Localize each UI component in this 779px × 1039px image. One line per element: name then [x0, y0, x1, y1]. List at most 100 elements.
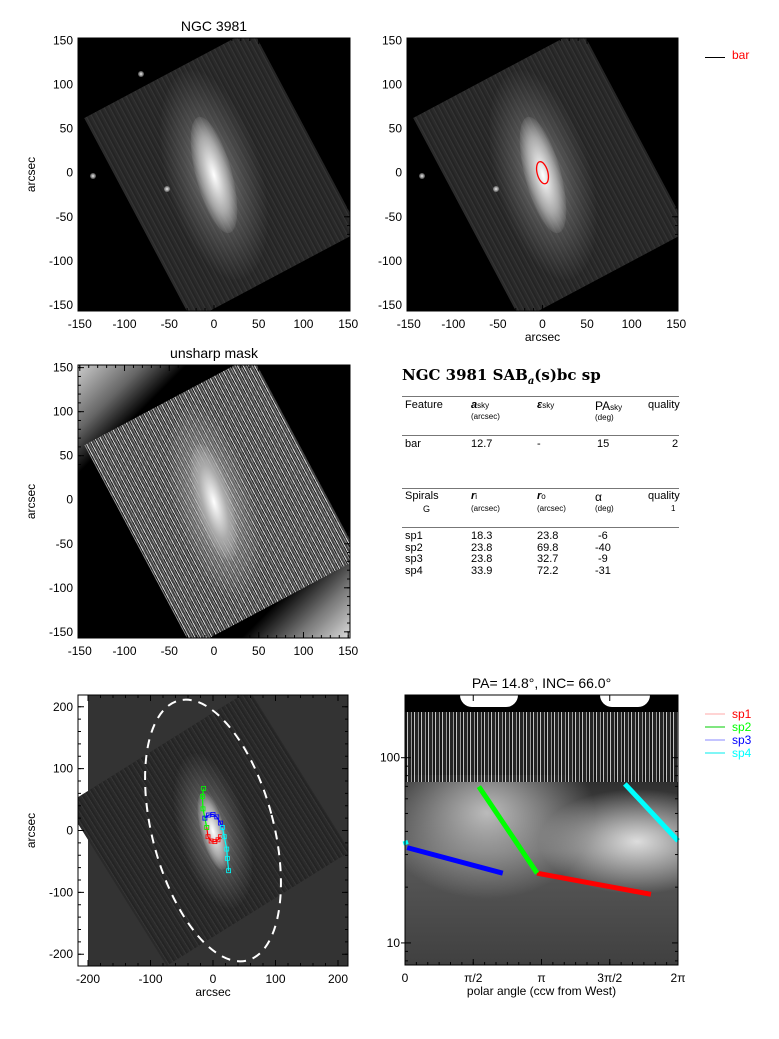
x-tick-label: -150 — [68, 317, 92, 331]
cell-a: 12.7 — [471, 438, 493, 450]
plot-frame — [77, 694, 349, 967]
x-tick-label: 0 — [211, 644, 218, 658]
cell-ri: 23.8 — [471, 553, 493, 565]
x-tick-label: 150 — [338, 317, 358, 331]
trace-point — [201, 786, 207, 791]
plot-frame — [406, 37, 679, 312]
x-tick-label: 50 — [252, 317, 266, 331]
y-tick-label: -50 — [56, 210, 74, 224]
polar-map-smooth — [405, 775, 678, 965]
y-tick-label: 100 — [380, 751, 400, 765]
legend-label-sp2: sp2 — [732, 720, 752, 734]
trace-point — [205, 834, 211, 840]
x-tick-label: π/2 — [464, 971, 483, 985]
y-tick-label: -100 — [378, 254, 402, 268]
y-tick-label: 100 — [382, 78, 402, 92]
star — [90, 173, 96, 179]
trace-point — [221, 834, 227, 840]
x-tick-label: 3π/2 — [597, 971, 622, 985]
y-tick-label: 0 — [395, 166, 402, 180]
x-tick-label: -50 — [489, 317, 507, 331]
trace-point — [215, 837, 221, 843]
y-tick-label: 150 — [53, 34, 73, 48]
header-quality-value: 1 — [671, 504, 676, 513]
cell-name: sp3 — [405, 553, 423, 565]
star — [419, 173, 425, 179]
cell-pa: 15 — [597, 438, 610, 450]
y-tick-label: 100 — [53, 405, 73, 419]
cell-ro: 32.7 — [537, 553, 559, 565]
x-axis-label: arcsec — [195, 985, 230, 999]
spiral-trace-sp4 — [221, 827, 230, 871]
x-tick-label: -150 — [397, 317, 421, 331]
table-row: sp1 18.3 23.8 -6 — [405, 530, 685, 543]
trace-point — [224, 846, 230, 852]
header-ri: ri — [471, 490, 478, 502]
header-feature: Feature — [405, 399, 443, 411]
table-title: NGC 3981 SABa(s)bc sp — [402, 366, 601, 387]
y-tick-label: 100 — [53, 762, 73, 776]
spiral-trace-sp2 — [201, 788, 208, 828]
trace-point — [219, 825, 225, 830]
spiral-fit-sp1 — [536, 870, 652, 897]
y-axis-label: arcsec — [24, 813, 38, 848]
unsharp-mask-panel — [78, 365, 350, 638]
plot-frame — [404, 694, 679, 966]
cell-eps: - — [537, 438, 541, 450]
header-quality: quality — [648, 399, 680, 411]
x-tick-label: -50 — [161, 317, 179, 331]
cell-ro: 23.8 — [537, 530, 559, 542]
legend-label-sp1: sp1 — [732, 707, 752, 721]
cell-name: sp1 — [405, 530, 423, 542]
x-tick-label: 50 — [580, 317, 594, 331]
header-ro-unit: (arcsec) — [537, 504, 566, 513]
divider — [402, 396, 679, 397]
x-tick-label: -100 — [113, 317, 137, 331]
x-tick-label: 100 — [293, 317, 313, 331]
bar-ellipse — [535, 161, 550, 185]
header-quality: quality — [648, 490, 680, 502]
x-tick-label: 0 — [402, 971, 409, 985]
cell-alpha: -6 — [598, 530, 608, 542]
x-tick-label: 100 — [622, 317, 642, 331]
y-tick-label: -150 — [49, 625, 73, 639]
header-eps: εsky — [537, 399, 555, 411]
cell-name: sp2 — [405, 541, 423, 554]
header-a-unit: (arcsec) — [471, 412, 500, 421]
trace-point — [210, 812, 216, 817]
cell-ri: 18.3 — [471, 530, 493, 542]
star — [138, 71, 144, 77]
x-tick-label: 50 — [252, 644, 266, 658]
y-tick-label: -50 — [56, 537, 74, 551]
header-spirals: Spirals — [405, 490, 439, 502]
header-spirals-g: G — [423, 504, 431, 514]
trace-point — [204, 825, 210, 830]
y-tick-label: 100 — [53, 78, 73, 92]
y-tick-label: 150 — [382, 34, 402, 48]
polar-map-cutout — [460, 695, 518, 707]
x-tick-label: 0 — [211, 317, 218, 331]
x-tick-label: 150 — [666, 317, 686, 331]
y-tick-label: -150 — [49, 298, 73, 312]
divider — [402, 488, 679, 489]
galaxy-image-panel — [78, 38, 350, 311]
y-tick-label: 0 — [66, 166, 73, 180]
header-a: asky — [471, 399, 490, 411]
x-tick-label: 0 — [539, 317, 546, 331]
y-tick-label: -150 — [378, 298, 402, 312]
header-pa: PAsky — [595, 399, 623, 413]
polar-map-cutout — [600, 695, 650, 707]
cell-alpha: -31 — [595, 564, 611, 577]
spiral-fit-sp3 — [406, 845, 504, 876]
cell-ro: 72.2 — [537, 564, 559, 577]
y-axis-label: arcsec — [24, 157, 38, 192]
y-tick-label: 200 — [53, 700, 73, 714]
x-tick-label: π — [537, 971, 545, 985]
panel-title: unsharp mask — [170, 345, 259, 361]
spiral-table-header: Spirals G ri (arcsec) ro (arcsec) α (deg… — [405, 490, 685, 526]
legend-label-sp3: sp3 — [732, 733, 752, 747]
legend-label-sp4: sp4 — [732, 746, 752, 760]
x-tick-label: 2π — [671, 971, 686, 985]
divider — [402, 435, 679, 436]
